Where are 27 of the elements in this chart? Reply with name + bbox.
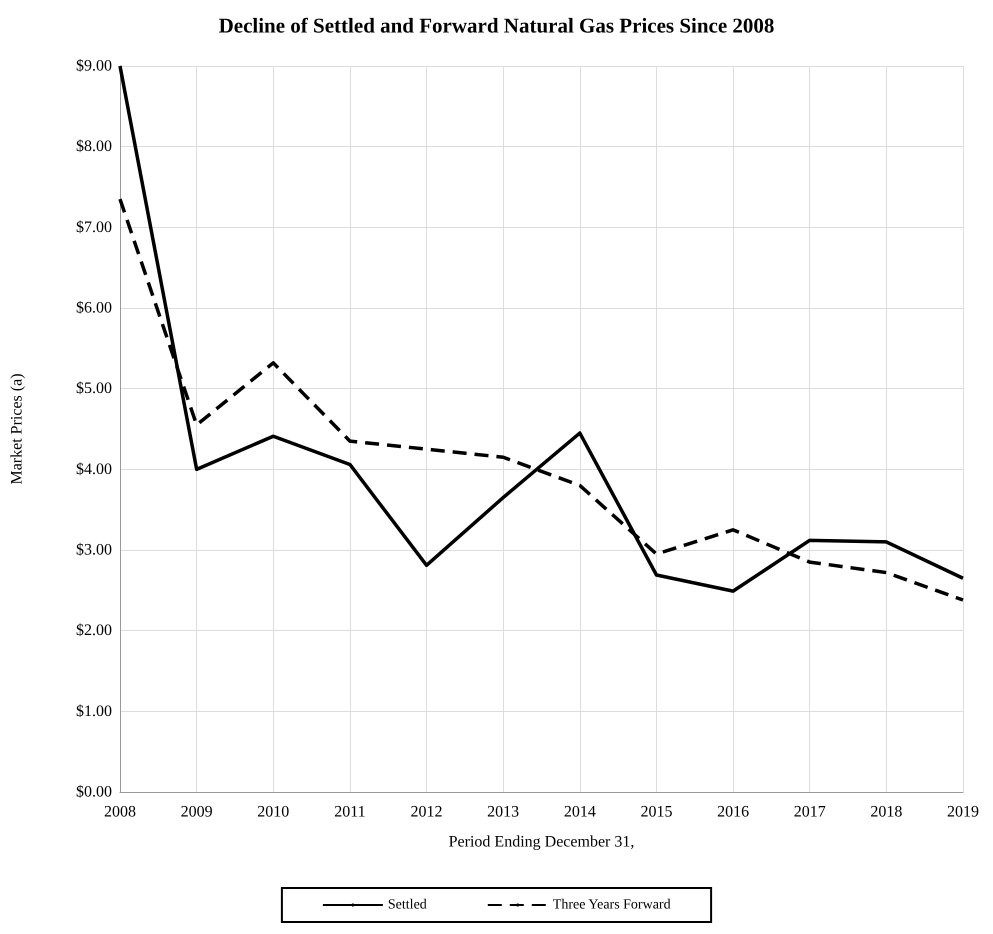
x-tick-label: 2013 xyxy=(487,804,520,820)
x-tick-label: 2014 xyxy=(564,804,596,820)
x-tick-label: 2008 xyxy=(104,804,136,820)
y-tick-label: $6.00 xyxy=(76,300,112,316)
x-tick-label: 2016 xyxy=(717,804,750,820)
chart-title: Decline of Settled and Forward Natural Gas Prices Since 2008 xyxy=(218,14,774,38)
x-tick-label: 2010 xyxy=(257,804,290,820)
x-tick-label: 2009 xyxy=(180,804,213,820)
y-tick-label: $5.00 xyxy=(76,380,112,398)
legend-label: Three Years Forward xyxy=(552,898,671,912)
y-tick-label: $7.00 xyxy=(76,218,112,236)
x-tick-label: 2017 xyxy=(794,804,826,820)
y-tick-label: $8.00 xyxy=(76,138,112,156)
y-tick-label: $9.00 xyxy=(76,58,112,74)
y-tick-label: $4.00 xyxy=(76,460,112,478)
legend-label: Settled xyxy=(388,898,427,912)
y-tick-label: $1.00 xyxy=(76,702,112,720)
y-tick-label: $3.00 xyxy=(76,542,112,558)
x-tick-label: 2018 xyxy=(870,804,902,820)
y-tick-label: $2.00 xyxy=(76,622,112,640)
x-axis-title: Period Ending December 31, xyxy=(448,834,634,850)
x-tick-label: 2012 xyxy=(410,804,443,820)
y-axis-title: Market Prices (a) xyxy=(8,373,26,485)
x-tick-label: 2011 xyxy=(334,804,366,820)
x-tick-label: 2015 xyxy=(640,804,672,820)
x-tick-label: 2019 xyxy=(947,804,979,820)
y-tick-label: $0.00 xyxy=(76,784,112,800)
